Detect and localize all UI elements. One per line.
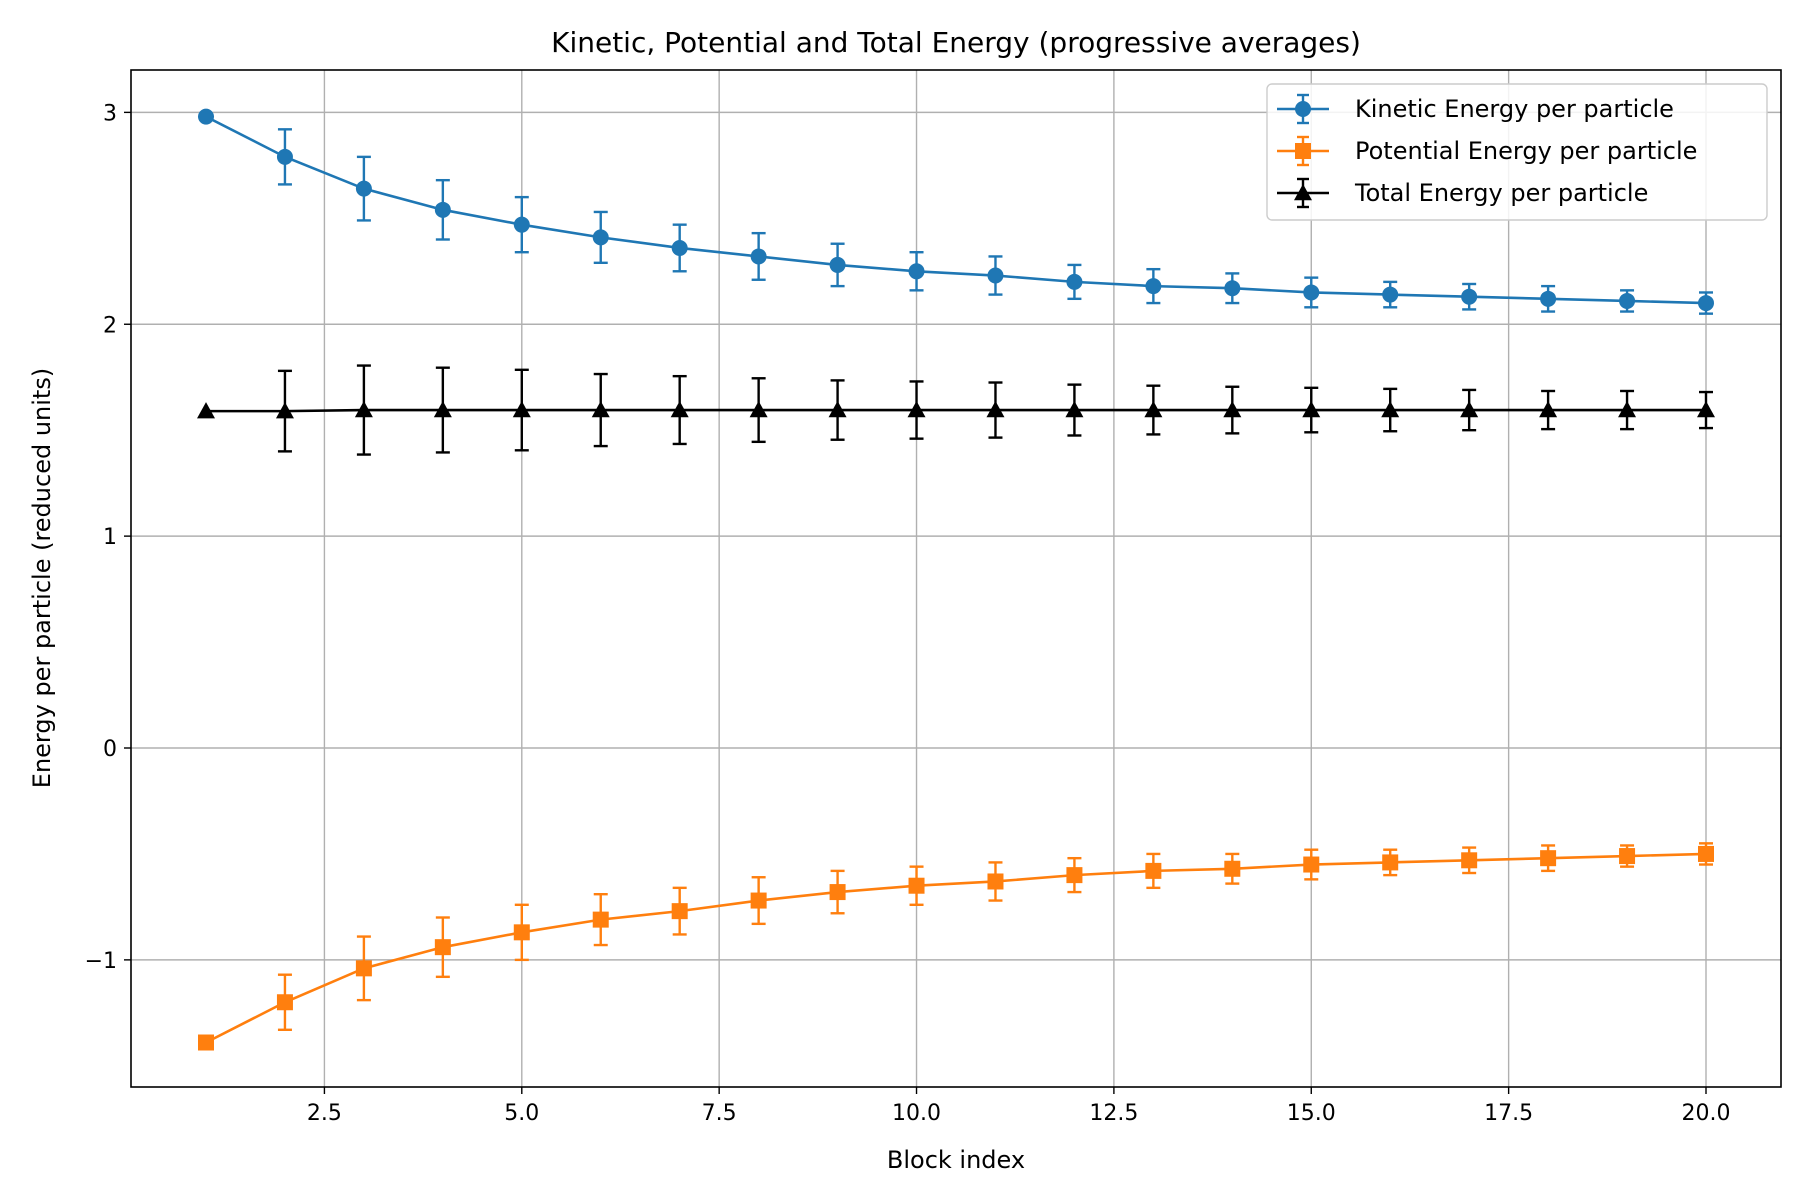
data-point [198,1034,214,1051]
data-point [1381,401,1400,418]
data-point [434,939,451,956]
x-tick-label: 17.5 [1484,1101,1533,1126]
y-tick-label: 3 [103,101,117,126]
legend-label: Kinetic Energy per particle [1355,95,1674,123]
data-point [592,229,609,246]
x-tick-label: 12.5 [1089,1101,1138,1126]
y-tick-label: −1 [85,949,117,974]
data-point [512,401,531,418]
data-point [276,994,293,1011]
data-point [591,401,610,418]
data-point [1224,860,1241,877]
series-1 [198,842,1714,1051]
data-point [750,248,767,265]
data-point [1382,286,1399,303]
chart-title: Kinetic, Potential and Total Energy (pro… [551,26,1361,59]
data-point [749,401,768,418]
data-point [1144,401,1163,418]
data-point [1382,854,1399,871]
data-point [987,873,1004,890]
legend-box [1266,83,1768,221]
data-point [1066,867,1083,884]
y-tick-label: 2 [103,313,117,338]
data-point [1303,856,1320,873]
data-point [1539,401,1558,418]
data-point [1224,280,1241,297]
series-line [205,115,1707,305]
data-point [829,256,846,273]
data-point [750,892,767,909]
data-point [986,401,1005,418]
data-point [513,216,530,233]
data-point [670,401,689,418]
data-point [433,401,452,418]
data-point [355,180,372,197]
plot-frame [130,69,1782,1088]
data-point [671,903,688,920]
data-point [908,877,925,894]
data-point [1697,401,1715,418]
legend: Kinetic Energy per particle Potential Ene… [1266,83,1768,221]
data-point [987,267,1004,284]
data-point [1066,273,1083,290]
legend-marker [1294,184,1312,201]
x-axis-label: Block index [887,1146,1025,1174]
data-point [1303,284,1320,301]
y-tick-label: 0 [103,737,117,762]
data-point [276,148,293,165]
data-point [1460,401,1479,418]
series-2 [197,364,1715,456]
series-0 [198,108,1714,315]
series-line [206,408,1706,413]
data-point [1145,862,1162,879]
data-point [198,108,214,125]
data-point [1145,278,1162,295]
data-point [1461,852,1478,869]
data-point [1619,848,1636,865]
x-tick-label: 7.5 [702,1101,737,1126]
x-tick-label: 5.0 [504,1101,539,1126]
x-tick-label: 20.0 [1682,1101,1731,1126]
x-tick-label: 10.0 [892,1101,941,1126]
data-point [1065,401,1084,418]
axis-layer: 2.5 5.0 7.5 10.0 12.5 15.0 17.5 20.0 −1 0 1 2 3 [85,101,1731,1126]
data-point [1619,292,1636,309]
data-point [434,201,451,218]
legend-label: Potential Energy per particle [1355,137,1697,165]
grid-layer [131,70,1781,1087]
legend-marker [1295,101,1311,117]
series-layer [197,108,1715,1051]
data-point [197,402,215,419]
legend-label: Total Energy per particle [1354,179,1648,207]
data-point [828,401,847,418]
data-point [1618,401,1637,418]
y-axis-label: Energy per particle (reduced units) [28,368,56,788]
data-point [1698,295,1714,312]
data-point [907,401,926,418]
x-tick-label: 15.0 [1287,1101,1336,1126]
data-point [355,960,372,977]
data-point [1540,290,1557,307]
data-point [1302,401,1321,418]
data-point [592,911,609,928]
series-line [205,852,1707,1044]
legend-marker [1295,143,1311,159]
x-tick-label: 2.5 [307,1101,342,1126]
data-point [1698,845,1714,862]
y-tick-label: 1 [103,525,117,550]
data-point [829,884,846,901]
data-point [671,239,688,256]
data-point [275,402,294,419]
data-point [1540,850,1557,867]
data-point [513,924,530,941]
data-point [908,263,925,280]
data-point [354,401,373,418]
data-point [1223,401,1242,418]
data-point [1461,288,1478,305]
